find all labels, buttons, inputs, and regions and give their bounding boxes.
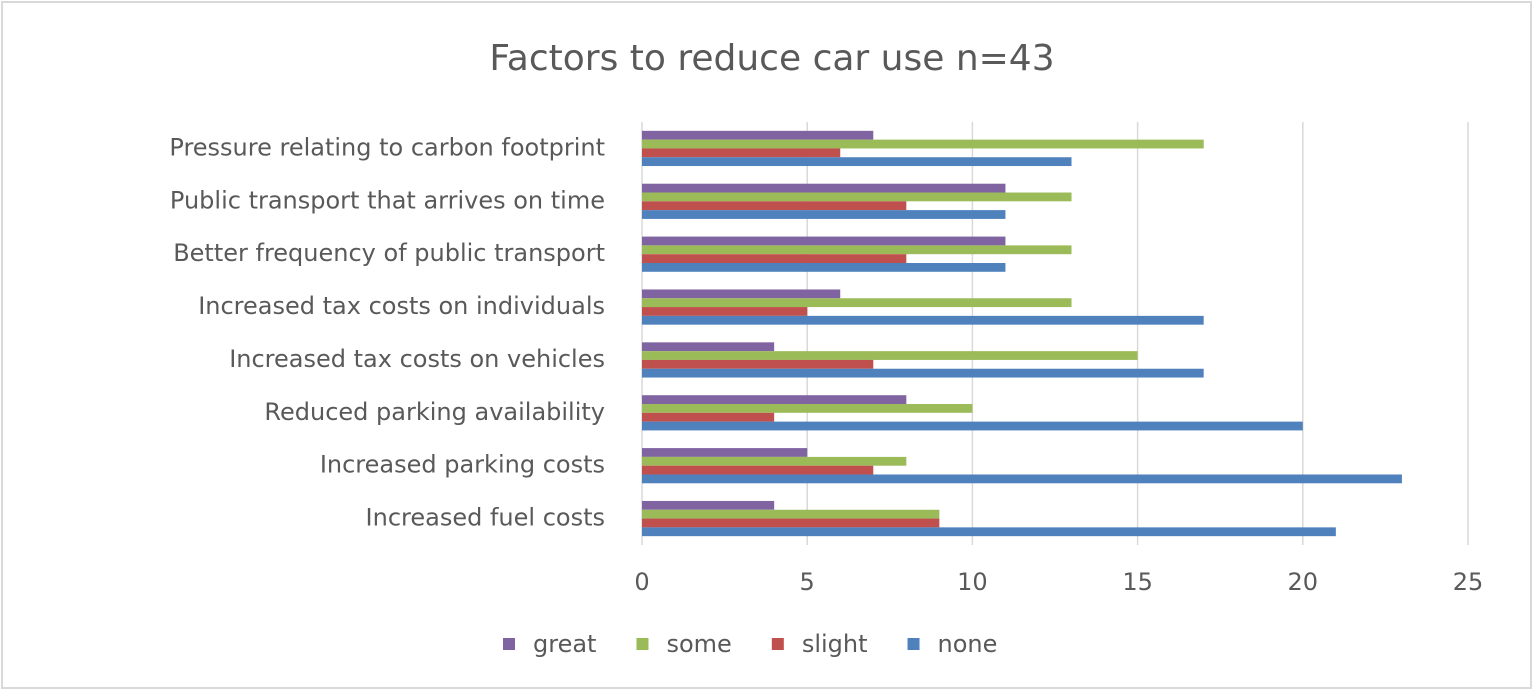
bar [642,342,775,352]
bar [642,254,907,263]
y-tick-label: Increased fuel costs [366,504,605,532]
y-tick-label: Increased parking costs [320,451,605,479]
bar [642,395,907,405]
legend-swatch [636,638,649,650]
chart-title: Factors to reduce car use n=43 [489,38,1054,79]
y-tick-label: Reduced parking availability [264,398,605,426]
bar [642,210,1006,219]
bar [642,351,1138,360]
y-tick-label: Pressure relating to carbon footprint [169,133,605,161]
bar [642,130,874,140]
legend-label: great [533,630,596,658]
legend-label: none [938,630,998,658]
bar [642,412,775,422]
bar [642,421,1303,431]
x-tick-label: 10 [957,568,988,596]
legend-swatch [503,638,515,650]
bar [642,509,940,519]
bar [642,148,841,158]
x-tick-label: 0 [634,568,649,596]
bar [642,474,1402,484]
bar [642,518,940,528]
x-tick-label: 25 [1453,568,1484,596]
legend-label: some [666,630,731,658]
bar [642,262,1006,272]
bar [642,465,874,475]
x-tick-label: 5 [800,568,815,596]
bar [642,298,1072,308]
bar [642,404,973,413]
x-tick-label: 15 [1122,568,1153,596]
bar [642,456,907,466]
bar [642,201,907,211]
y-tick-label: Increased tax costs on individuals [198,292,605,320]
bar [642,139,1204,149]
y-tick-label: Public transport that arrives on time [170,186,605,214]
legend-label: slight [802,630,868,658]
bar [642,448,808,457]
bar [642,157,1072,167]
x-tick-label: 20 [1288,568,1319,596]
bar [642,527,1336,537]
bar [642,359,874,369]
y-tick-label: Increased tax costs on vehicles [229,345,605,373]
bar [642,289,841,299]
bar [642,500,775,510]
legend-swatch [907,638,920,650]
bar [642,315,1204,325]
bar [642,236,1006,246]
bar [642,192,1072,202]
legend-swatch [771,638,784,650]
bar [642,245,1072,255]
y-tick-label: Better frequency of public transport [173,239,605,267]
bar [642,183,1006,193]
bar [642,368,1204,378]
bar [642,307,808,316]
